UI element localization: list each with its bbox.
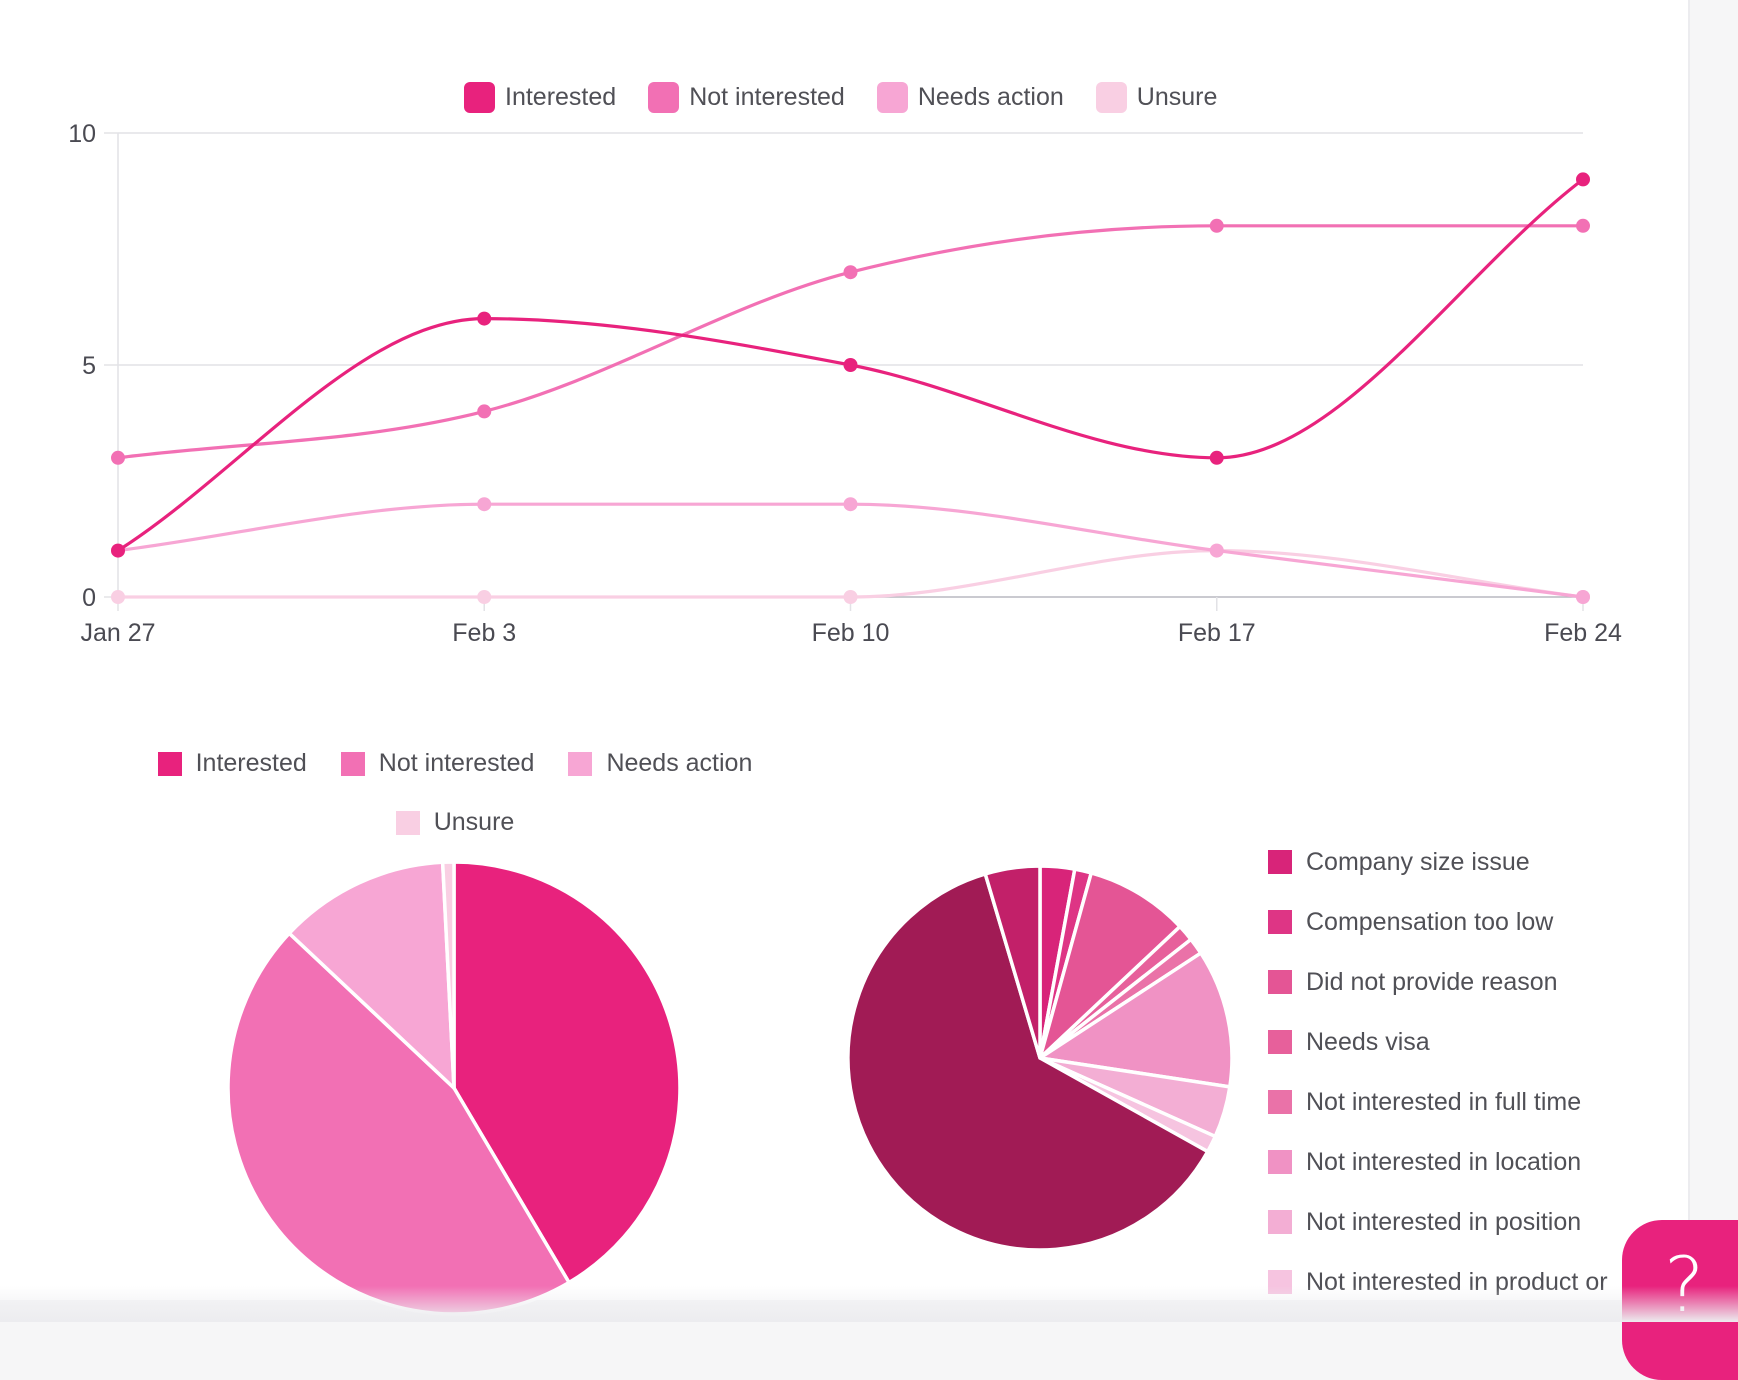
- legend-label: Company size issue: [1306, 847, 1530, 876]
- legend-swatch: [568, 751, 593, 776]
- x-tick-label: Feb 24: [1544, 619, 1622, 647]
- point-unsure-jan-27[interactable]: [111, 590, 125, 604]
- legend-item-not-interested[interactable]: Not interested: [648, 82, 845, 113]
- legend-swatch: [1268, 1030, 1292, 1054]
- point-needs-action-feb-17[interactable]: [1209, 543, 1224, 558]
- legend-swatch: [1268, 1090, 1292, 1114]
- pie-chart-status-legend: Interested Not interested Needs action Unsu…: [152, 749, 792, 837]
- pie-slice-unsure[interactable]: [440, 860, 456, 1090]
- point-unsure-feb-3[interactable]: [477, 590, 492, 604]
- x-tick-label: Feb 10: [812, 619, 890, 647]
- legend-item-not-interested[interactable]: Not interested: [340, 749, 535, 778]
- legend-swatch: [395, 810, 420, 835]
- point-not-interested-feb-17[interactable]: [1209, 218, 1224, 233]
- y-tick-label: 0: [82, 584, 96, 612]
- legend-label: Needs action: [606, 749, 753, 777]
- point-not-interested-feb-3[interactable]: [477, 404, 492, 419]
- legend-label: Unsure: [433, 808, 515, 836]
- legend-swatch: [1268, 1150, 1292, 1174]
- legend-item-needs-action[interactable]: Needs action: [568, 749, 752, 778]
- reason-slice-did-not-provide-reason[interactable]: [1038, 871, 1182, 1060]
- legend-item-needs-action[interactable]: Needs action: [876, 82, 1064, 113]
- series-line-needs-action: [117, 502, 1584, 599]
- point-interested-feb-10[interactable]: [843, 358, 858, 372]
- legend-swatch: [1268, 850, 1292, 874]
- pie-chart-reasons-legend: Company size issue Compensation too low Di…: [1268, 832, 1688, 1312]
- point-interested-jan-27[interactable]: [111, 543, 125, 558]
- legend-label: Not interested in full time: [1306, 1087, 1582, 1116]
- legend-item-not-interested-in-position[interactable]: Not interested in position: [1268, 1192, 1688, 1252]
- pie-slice-needs-action[interactable]: [287, 860, 456, 1090]
- point-not-interested-feb-10[interactable]: [843, 265, 858, 280]
- x-tick-label: Feb 17: [1178, 619, 1256, 647]
- point-interested-feb-17[interactable]: [1209, 450, 1224, 465]
- line-chart-legend: Interested Not interested Needs action Unsu…: [464, 82, 1249, 113]
- legend-swatch: [1095, 82, 1127, 113]
- legend-item-not-interested-in-full-time[interactable]: Not interested in full time: [1268, 1072, 1688, 1132]
- legend-label: Not interested: [378, 749, 535, 777]
- legend-swatch: [876, 82, 908, 113]
- legend-item-not-interested-in-location[interactable]: Not interested in location: [1268, 1132, 1688, 1192]
- legend-swatch: [464, 82, 495, 113]
- reason-slice-not-interested-in-location[interactable]: [1038, 951, 1234, 1089]
- legend-label: Did not provide reason: [1306, 967, 1558, 996]
- legend-item-company-size-issue[interactable]: Company size issue: [1268, 832, 1688, 892]
- reason-slice-other-2[interactable]: [983, 864, 1042, 1060]
- pie-slice-interested[interactable]: [452, 860, 682, 1285]
- legend-label: Not interested in position: [1306, 1207, 1582, 1236]
- legend-item-unsure[interactable]: Unsure: [395, 808, 515, 837]
- x-tick-label: Feb 3: [452, 619, 516, 647]
- point-needs-action-feb-10[interactable]: [843, 497, 858, 512]
- point-interested-feb-3[interactable]: [477, 311, 492, 326]
- legend-label: Interested: [505, 83, 617, 111]
- reason-slice-other[interactable]: [846, 872, 1210, 1252]
- point-not-interested-feb-24[interactable]: [1576, 218, 1590, 233]
- y-tick-label: 10: [68, 120, 96, 148]
- legend-swatch: [1268, 970, 1292, 994]
- series-line-not-interested: [117, 224, 1583, 460]
- legend-swatch: [157, 751, 182, 776]
- legend-label: Compensation too low: [1306, 907, 1554, 936]
- legend-swatch: [648, 82, 680, 113]
- legend-label: Unsure: [1136, 83, 1218, 111]
- page-bottom-edge: [0, 1286, 1738, 1322]
- line-chart: 0 5 10 Jan 27 Feb 3 Feb 10 Feb 17 Feb 24: [68, 120, 1622, 647]
- legend-item-interested[interactable]: Interested: [464, 82, 616, 113]
- legend-item-unsure[interactable]: Unsure: [1095, 82, 1218, 113]
- legend-swatch: [340, 751, 365, 776]
- pie-chart-status: [226, 860, 682, 1316]
- legend-item-did-not-provide-reason[interactable]: Did not provide reason: [1268, 952, 1688, 1012]
- point-needs-action-feb-3[interactable]: [477, 497, 492, 512]
- legend-label: Not interested in location: [1306, 1147, 1582, 1176]
- legend-item-interested[interactable]: Interested: [157, 749, 307, 778]
- point-interested-feb-24[interactable]: [1576, 172, 1590, 187]
- legend-label: Needs visa: [1306, 1027, 1430, 1056]
- legend-item-needs-visa[interactable]: Needs visa: [1268, 1012, 1688, 1072]
- pie-chart-reasons: [846, 864, 1234, 1252]
- point-not-interested-jan-27[interactable]: [111, 450, 125, 465]
- y-tick-label: 5: [82, 352, 96, 380]
- legend-label: Not interested: [689, 83, 845, 111]
- x-tick-label: Jan 27: [80, 619, 155, 647]
- legend-swatch: [1268, 1210, 1292, 1234]
- legend-item-compensation-too-low[interactable]: Compensation too low: [1268, 892, 1688, 952]
- point-unsure-feb-10[interactable]: [843, 590, 858, 604]
- legend-label: Needs action: [917, 83, 1064, 111]
- point-needs-action-feb-24[interactable]: [1576, 590, 1590, 604]
- legend-swatch: [1268, 910, 1292, 934]
- legend-label: Interested: [195, 749, 307, 777]
